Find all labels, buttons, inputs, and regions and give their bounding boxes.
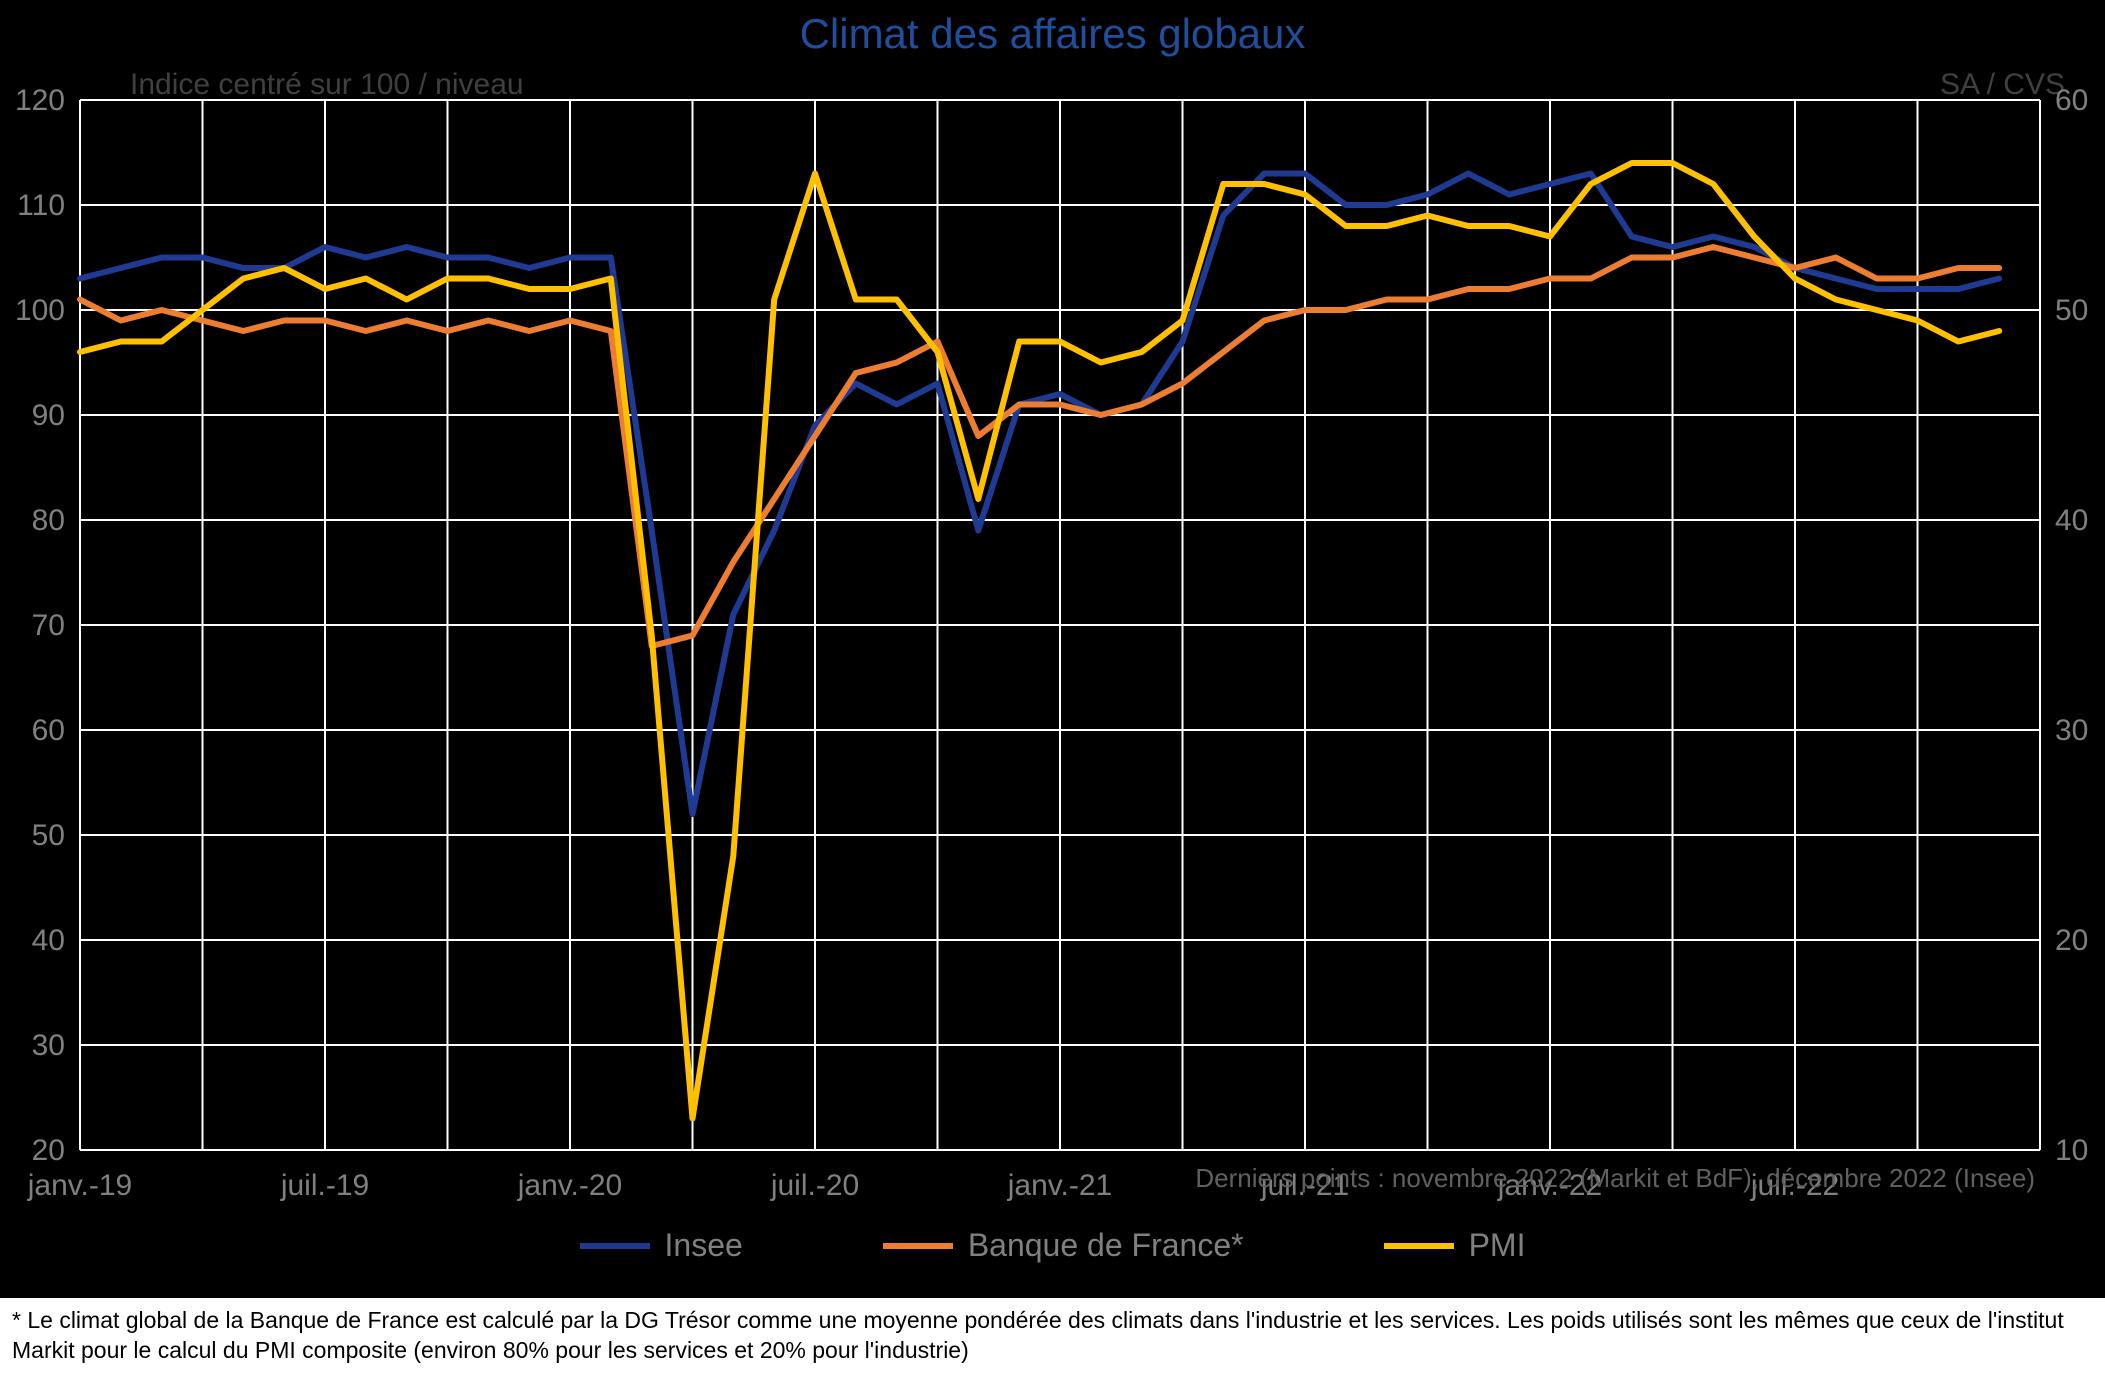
legend-label-insee: Insee [665,1227,743,1264]
svg-text:60: 60 [2055,84,2088,117]
svg-text:10: 10 [2055,1134,2088,1167]
svg-text:100: 100 [15,294,65,327]
chart-legend: Insee Banque de France* PMI [0,1227,2105,1264]
legend-swatch-bdf [883,1243,953,1249]
legend-label-bdf: Banque de France* [968,1227,1244,1264]
series-banque-de-france- [80,247,1999,646]
svg-text:20: 20 [2055,924,2088,957]
svg-text:110: 110 [17,189,65,222]
svg-text:50: 50 [2055,294,2088,327]
svg-text:40: 40 [32,924,65,957]
legend-item-bdf: Banque de France* [883,1227,1244,1264]
svg-text:janv.-19: janv.-19 [27,1169,133,1202]
svg-text:janv.-20: janv.-20 [517,1169,623,1202]
svg-text:juil.-19: juil.-19 [280,1169,369,1202]
svg-text:janv.-21: janv.-21 [1007,1169,1113,1202]
chart-note: Derniers points : novembre 2022 (Markit … [1195,1163,2035,1194]
svg-text:juil.-20: juil.-20 [770,1169,859,1202]
legend-swatch-pmi [1384,1243,1454,1249]
chart-footnote: * Le climat global de la Banque de Franc… [0,1298,2105,1374]
legend-item-insee: Insee [580,1227,743,1264]
svg-text:70: 70 [32,609,65,642]
svg-text:120: 120 [15,84,65,117]
svg-text:60: 60 [32,714,65,747]
svg-text:30: 30 [2055,714,2088,747]
svg-text:50: 50 [32,819,65,852]
svg-text:90: 90 [32,399,65,432]
svg-text:40: 40 [2055,504,2088,537]
series-insee [80,174,1999,815]
svg-text:30: 30 [32,1029,65,1062]
svg-text:20: 20 [32,1134,65,1167]
svg-text:80: 80 [32,504,65,537]
series-pmi [80,163,1999,1119]
legend-swatch-insee [580,1243,650,1249]
legend-label-pmi: PMI [1469,1227,1526,1264]
legend-item-pmi: PMI [1384,1227,1526,1264]
chart-container: Climat des affaires globaux Indice centr… [0,0,2105,1374]
